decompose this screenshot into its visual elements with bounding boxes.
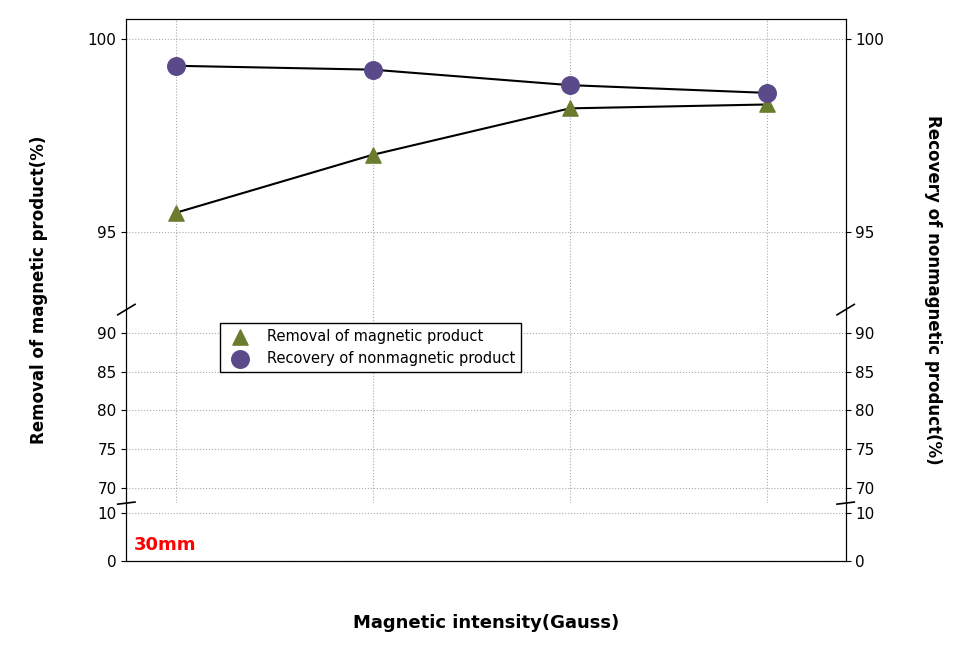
- Removal of magnetic product: [168, 208, 184, 218]
- Recovery of nonmagnetic product: [759, 88, 775, 98]
- Text: Removal of magnetic product(%): Removal of magnetic product(%): [30, 136, 48, 444]
- Removal of magnetic product: [759, 99, 775, 110]
- Text: Recovery of nonmagnetic product(%): Recovery of nonmagnetic product(%): [924, 115, 942, 465]
- Recovery of nonmagnetic product: [168, 61, 184, 71]
- Text: Magnetic intensity(Gauss): Magnetic intensity(Gauss): [353, 614, 619, 632]
- Recovery of nonmagnetic product: [364, 64, 380, 75]
- Legend: Removal of magnetic product, Recovery of nonmagnetic product: Removal of magnetic product, Recovery of…: [220, 322, 521, 372]
- Removal of magnetic product: [562, 103, 577, 114]
- Text: 30mm: 30mm: [134, 536, 196, 554]
- Removal of magnetic product: [364, 150, 380, 160]
- Recovery of nonmagnetic product: [562, 80, 577, 90]
